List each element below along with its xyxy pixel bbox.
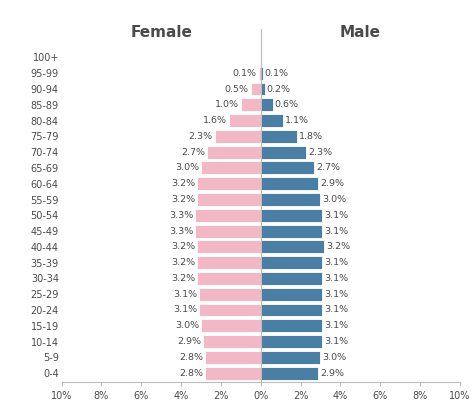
Bar <box>261 225 322 237</box>
Text: 2.7%: 2.7% <box>181 148 205 156</box>
Text: 2.3%: 2.3% <box>309 148 333 156</box>
Text: 2.9%: 2.9% <box>177 337 201 346</box>
Bar <box>261 240 324 253</box>
Text: 3.1%: 3.1% <box>173 305 197 315</box>
Bar <box>261 83 264 95</box>
Text: 3.1%: 3.1% <box>324 305 348 315</box>
Bar <box>261 319 322 332</box>
Text: 1.1%: 1.1% <box>284 116 309 125</box>
Text: 3.1%: 3.1% <box>173 290 197 299</box>
Bar <box>195 209 261 222</box>
Text: 3.2%: 3.2% <box>327 242 350 251</box>
Bar <box>261 272 322 285</box>
Text: 3.2%: 3.2% <box>171 274 195 283</box>
Text: Male: Male <box>340 25 381 41</box>
Bar <box>261 335 322 348</box>
Text: 3.1%: 3.1% <box>324 274 348 283</box>
Bar <box>207 146 261 159</box>
Bar <box>241 98 261 111</box>
Text: Female: Female <box>130 25 192 41</box>
Text: 1.0%: 1.0% <box>215 100 239 109</box>
Bar <box>261 303 322 317</box>
Bar <box>261 130 297 143</box>
Bar <box>199 288 261 301</box>
Bar <box>215 130 261 143</box>
Bar <box>261 366 319 380</box>
Bar <box>201 319 261 332</box>
Text: 2.8%: 2.8% <box>179 369 203 378</box>
Text: 3.0%: 3.0% <box>175 164 199 173</box>
Text: 2.3%: 2.3% <box>189 132 213 141</box>
Text: 3.1%: 3.1% <box>324 321 348 330</box>
Text: 3.3%: 3.3% <box>169 211 193 220</box>
Text: 3.0%: 3.0% <box>175 321 199 330</box>
Bar <box>203 335 261 348</box>
Text: 0.2%: 0.2% <box>267 85 291 93</box>
Bar <box>261 256 322 269</box>
Text: 2.8%: 2.8% <box>179 353 203 362</box>
Text: 3.2%: 3.2% <box>171 179 195 188</box>
Bar <box>197 272 261 285</box>
Text: 0.1%: 0.1% <box>264 69 289 78</box>
Bar <box>205 351 261 364</box>
Text: 1.8%: 1.8% <box>299 132 322 141</box>
Text: 3.1%: 3.1% <box>324 337 348 346</box>
Bar <box>261 288 322 301</box>
Text: 2.9%: 2.9% <box>320 369 345 378</box>
Text: 3.2%: 3.2% <box>171 242 195 251</box>
Bar <box>205 366 261 380</box>
Text: 2.7%: 2.7% <box>317 164 340 173</box>
Bar <box>201 161 261 174</box>
Bar <box>261 114 283 127</box>
Text: 3.1%: 3.1% <box>324 211 348 220</box>
Text: 3.1%: 3.1% <box>324 227 348 236</box>
Bar <box>261 193 320 206</box>
Bar <box>261 98 273 111</box>
Text: 3.0%: 3.0% <box>322 195 346 204</box>
Bar <box>197 240 261 253</box>
Bar <box>199 303 261 317</box>
Text: 3.1%: 3.1% <box>324 258 348 267</box>
Bar <box>261 351 320 364</box>
Bar <box>259 67 261 80</box>
Text: 2.9%: 2.9% <box>320 179 345 188</box>
Text: 3.2%: 3.2% <box>171 195 195 204</box>
Bar <box>251 83 261 95</box>
Text: 3.0%: 3.0% <box>322 353 346 362</box>
Bar <box>229 114 261 127</box>
Text: 3.3%: 3.3% <box>169 227 193 236</box>
Bar <box>195 225 261 237</box>
Bar <box>197 177 261 190</box>
Text: 3.2%: 3.2% <box>171 258 195 267</box>
Text: 0.5%: 0.5% <box>225 85 249 93</box>
Bar <box>197 256 261 269</box>
Text: 0.6%: 0.6% <box>274 100 299 109</box>
Bar <box>261 67 263 80</box>
Bar <box>261 146 307 159</box>
Text: 1.6%: 1.6% <box>203 116 227 125</box>
Bar <box>261 177 319 190</box>
Bar <box>197 193 261 206</box>
Bar <box>261 209 322 222</box>
Text: 3.1%: 3.1% <box>324 290 348 299</box>
Bar <box>261 161 314 174</box>
Text: 0.1%: 0.1% <box>233 69 257 78</box>
